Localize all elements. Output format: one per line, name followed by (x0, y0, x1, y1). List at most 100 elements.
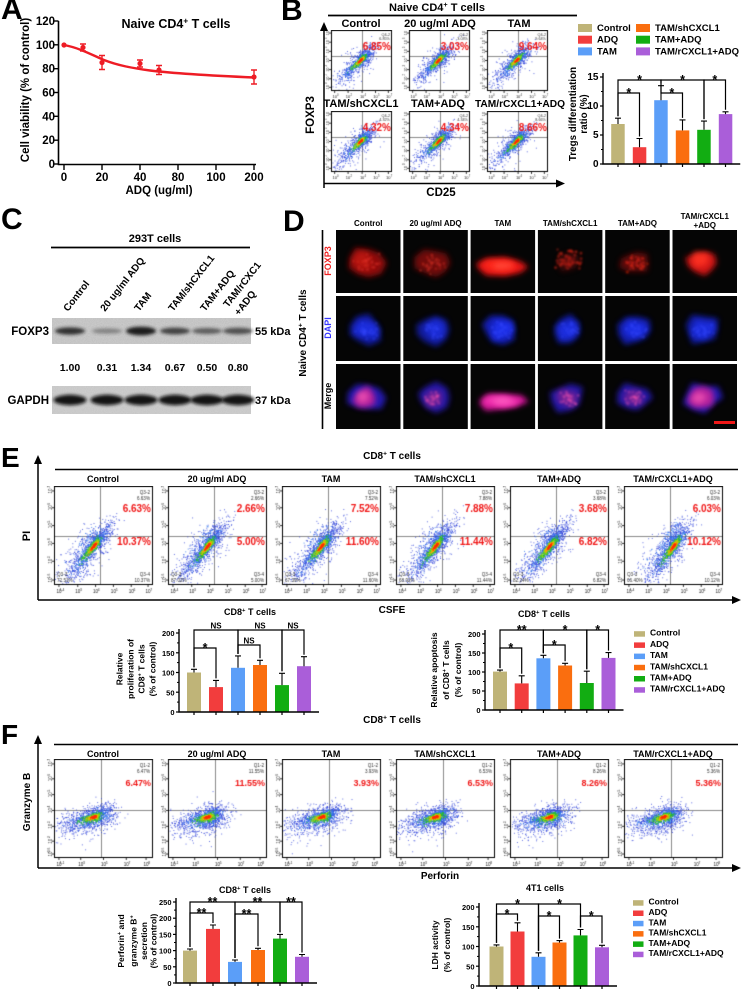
svg-text:20 ug/ml ADQ: 20 ug/ml ADQ (188, 474, 247, 484)
svg-text:PI: PI (21, 531, 33, 541)
svg-text:*: * (552, 638, 557, 652)
svg-text:DAPI: DAPI (323, 317, 333, 339)
svg-text:TAM/shCXCL1: TAM/shCXCL1 (649, 928, 707, 938)
svg-text:secretion: secretion (139, 922, 149, 960)
svg-text:Relative apoptosis: Relative apoptosis (429, 632, 439, 707)
svg-text:**: ** (286, 895, 296, 909)
svg-text:TAM/shCXCL1: TAM/shCXCL1 (414, 749, 475, 759)
svg-text:CD8+ T cells: CD8+ T cells (363, 450, 421, 462)
svg-text:ADQ: ADQ (650, 639, 669, 649)
svg-text:CD8+ T cells: CD8+ T cells (518, 609, 570, 619)
svg-text:(% of control): (% of control) (442, 917, 452, 972)
svg-text:TAM: TAM (133, 291, 155, 314)
svg-text:TAM/rCXCL1+ADQ: TAM/rCXCL1+ADQ (655, 46, 739, 57)
svg-text:TAM: TAM (597, 46, 617, 57)
svg-text:Control: Control (597, 23, 631, 34)
svg-text:5: 5 (593, 130, 599, 141)
svg-text:293T cells: 293T cells (129, 233, 182, 245)
svg-text:80: 80 (172, 172, 185, 184)
svg-text:20: 20 (96, 172, 109, 184)
svg-text:55 kDa: 55 kDa (255, 326, 291, 338)
svg-text:TAM/shCXCL1: TAM/shCXCL1 (543, 219, 598, 228)
svg-text:TAM/rCXCL1+ADQ: TAM/rCXCL1+ADQ (475, 99, 565, 110)
svg-text:Perforin: Perforin (421, 871, 459, 882)
svg-text:0: 0 (470, 982, 474, 991)
svg-text:20 ug/ml ADQ: 20 ug/ml ADQ (188, 749, 247, 759)
svg-text:TAM/rCXCL1: TAM/rCXCL1 (681, 212, 730, 221)
svg-text:**: ** (208, 895, 218, 909)
svg-text:4T1 cells: 4T1 cells (526, 883, 564, 893)
svg-text:Control: Control (62, 279, 93, 314)
svg-text:FOXP3: FOXP3 (323, 246, 333, 276)
svg-text:150: 150 (162, 649, 175, 658)
svg-text:TAM: TAM (649, 917, 667, 927)
svg-text:CD8+ T cells: CD8+ T cells (224, 607, 276, 617)
svg-text:15: 15 (587, 72, 599, 83)
svg-text:*: * (680, 73, 685, 87)
svg-text:NS: NS (210, 622, 222, 631)
svg-text:TAM+ADQ: TAM+ADQ (537, 749, 581, 759)
svg-text:150: 150 (462, 923, 475, 932)
svg-text:ADQ (ug/ml): ADQ (ug/ml) (125, 185, 192, 197)
svg-text:+ADQ: +ADQ (694, 221, 716, 230)
svg-text:NS: NS (254, 622, 266, 631)
svg-text:Naive CD4+ T cells: Naive CD4+ T cells (121, 17, 230, 32)
svg-text:100: 100 (36, 40, 55, 52)
svg-text:ADQ: ADQ (597, 35, 618, 46)
svg-text:0.67: 0.67 (165, 362, 186, 374)
svg-text:120: 120 (36, 16, 55, 28)
svg-text:100: 100 (159, 947, 172, 956)
svg-text:100: 100 (162, 669, 175, 678)
svg-text:*: * (626, 86, 631, 100)
svg-text:TAM: TAM (494, 219, 511, 228)
svg-text:*: * (505, 907, 510, 921)
svg-text:*: * (515, 897, 520, 911)
svg-text:Granzyme B: Granzyme B (22, 773, 33, 831)
svg-text:TAM/rCXCL1+ADQ: TAM/rCXCL1+ADQ (633, 474, 713, 484)
svg-text:CSFE: CSFE (379, 605, 406, 616)
svg-text:TAM/shCXCL1: TAM/shCXCL1 (655, 23, 720, 34)
svg-text:*: * (557, 897, 562, 911)
svg-text:*: * (547, 909, 552, 923)
svg-text:20 ug/ml ADQ: 20 ug/ml ADQ (409, 219, 461, 228)
svg-text:0: 0 (476, 706, 480, 715)
svg-text:(% of control): (% of control) (148, 641, 158, 696)
svg-text:10: 10 (587, 101, 599, 112)
svg-text:TAM+ADQ: TAM+ADQ (655, 35, 702, 46)
svg-text:TAM/shCXCL1: TAM/shCXCL1 (650, 661, 708, 671)
svg-text:40: 40 (42, 111, 55, 123)
svg-text:50: 50 (472, 687, 480, 696)
svg-text:FOXP3: FOXP3 (11, 326, 49, 338)
svg-text:Merge: Merge (323, 383, 333, 410)
svg-text:**: ** (517, 623, 527, 637)
svg-text:Cell viability (% of control): Cell viability (% of control) (20, 18, 32, 163)
svg-text:Relative: Relative (115, 652, 125, 685)
svg-text:*: * (595, 623, 600, 637)
svg-text:0: 0 (167, 979, 171, 988)
svg-text:50: 50 (466, 962, 474, 971)
svg-text:FOXP3: FOXP3 (305, 96, 317, 134)
svg-text:(% of control): (% of control) (453, 642, 463, 697)
svg-text:TAM/rCXCL1+ADQ: TAM/rCXCL1+ADQ (650, 684, 726, 694)
svg-text:0: 0 (49, 159, 55, 171)
svg-text:CD8+ T cells: CD8+ T cells (219, 885, 271, 895)
svg-text:*: * (669, 86, 674, 100)
svg-text:100: 100 (462, 943, 475, 952)
svg-text:TAM: TAM (507, 18, 530, 30)
svg-text:Control: Control (87, 749, 119, 759)
svg-text:(% of control): (% of control) (149, 913, 159, 968)
svg-text:Control: Control (354, 219, 382, 228)
svg-text:LDH activity: LDH activity (430, 920, 440, 969)
svg-text:NS: NS (287, 622, 299, 631)
svg-text:TAM/shCXCL1: TAM/shCXCL1 (414, 474, 475, 484)
svg-text:TAM: TAM (322, 749, 341, 759)
svg-text:Control: Control (650, 628, 680, 638)
svg-text:CD8+ T cells: CD8+ T cells (363, 714, 421, 726)
svg-text:ratio (%): ratio (%) (579, 94, 590, 133)
svg-text:*: * (203, 641, 208, 655)
svg-text:*: * (589, 909, 594, 923)
svg-text:80: 80 (42, 64, 55, 76)
svg-text:0.50: 0.50 (197, 362, 218, 374)
svg-text:150: 150 (159, 930, 172, 939)
svg-text:TAM: TAM (322, 474, 341, 484)
